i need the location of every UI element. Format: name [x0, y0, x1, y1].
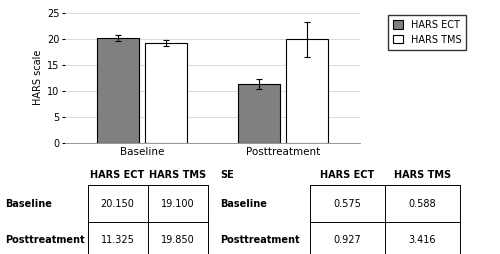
Text: 11.325: 11.325	[100, 234, 134, 245]
Text: 0.927: 0.927	[334, 234, 361, 245]
Bar	[98, 38, 140, 143]
Bar	[286, 39, 328, 143]
Text: SE: SE	[220, 170, 234, 180]
Text: HARS ECT: HARS ECT	[320, 170, 374, 180]
Text: 20.150: 20.150	[100, 199, 134, 209]
Bar	[145, 43, 187, 143]
Bar	[238, 84, 280, 143]
Text: 3.416: 3.416	[409, 234, 436, 245]
Text: 0.588: 0.588	[408, 199, 436, 209]
Text: HARS ECT: HARS ECT	[90, 170, 144, 180]
Text: 19.850: 19.850	[160, 234, 194, 245]
Text: 0.575: 0.575	[334, 199, 361, 209]
Legend: HARS ECT, HARS TMS: HARS ECT, HARS TMS	[388, 15, 466, 50]
Text: HARS TMS: HARS TMS	[394, 170, 451, 180]
Text: Baseline: Baseline	[220, 199, 267, 209]
Text: Baseline: Baseline	[5, 199, 52, 209]
Text: HARS TMS: HARS TMS	[149, 170, 206, 180]
Text: Posttreatment: Posttreatment	[5, 234, 84, 245]
Text: 19.100: 19.100	[160, 199, 194, 209]
Y-axis label: HARS scale: HARS scale	[33, 50, 43, 105]
Text: Posttreatment: Posttreatment	[220, 234, 300, 245]
